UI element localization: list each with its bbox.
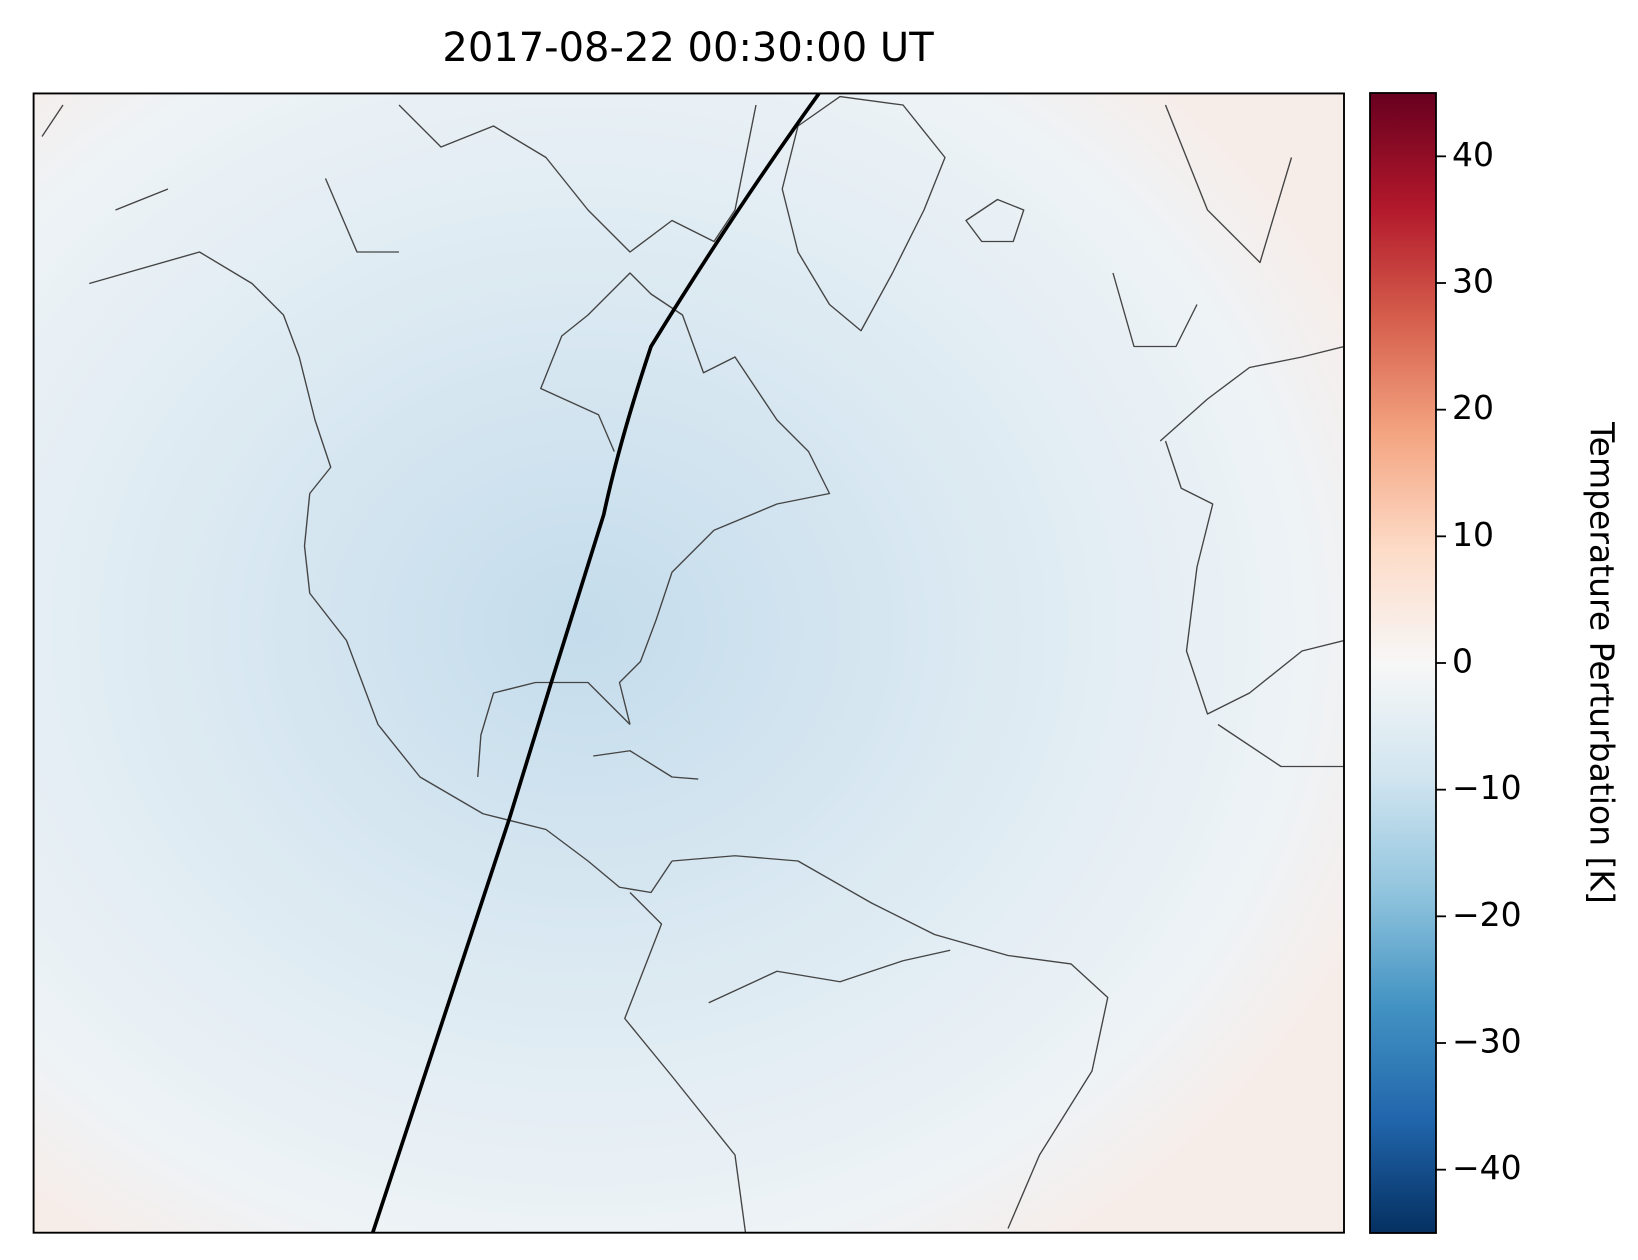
- colorbar-tick-label: −40: [1452, 1148, 1522, 1187]
- colorbar-tick-label: −30: [1452, 1022, 1522, 1061]
- colorbar-tick-label: 0: [1452, 642, 1473, 681]
- colorbar-tick-label: 10: [1452, 515, 1494, 554]
- map: [32, 92, 1345, 1234]
- coastline: [477, 681, 631, 778]
- title: 2017-08-22 00:30:00 UT: [442, 25, 934, 71]
- colorbar: [1369, 92, 1437, 1234]
- coastline: [89, 251, 831, 894]
- colorbar-label: Temperature Perturbation [K]: [1583, 421, 1622, 904]
- colorbar-tick-label: 40: [1452, 135, 1494, 174]
- coastline: [41, 104, 757, 253]
- map-frame: [32, 92, 1345, 1234]
- colorbar-tick-label: 30: [1452, 262, 1494, 301]
- coastline: [708, 949, 951, 1004]
- map-background: [33, 93, 1345, 1233]
- coastline: [593, 750, 699, 780]
- colorbar-tick-label: −10: [1452, 768, 1522, 807]
- coastline: [1112, 104, 1344, 768]
- colorbar-tick-label: 20: [1452, 388, 1494, 427]
- coastline: [624, 855, 1109, 1233]
- colorbar-tick-label: −20: [1452, 895, 1522, 934]
- eclipse-path: [371, 93, 821, 1233]
- coastline: [781, 95, 946, 332]
- coastline: [965, 198, 1025, 243]
